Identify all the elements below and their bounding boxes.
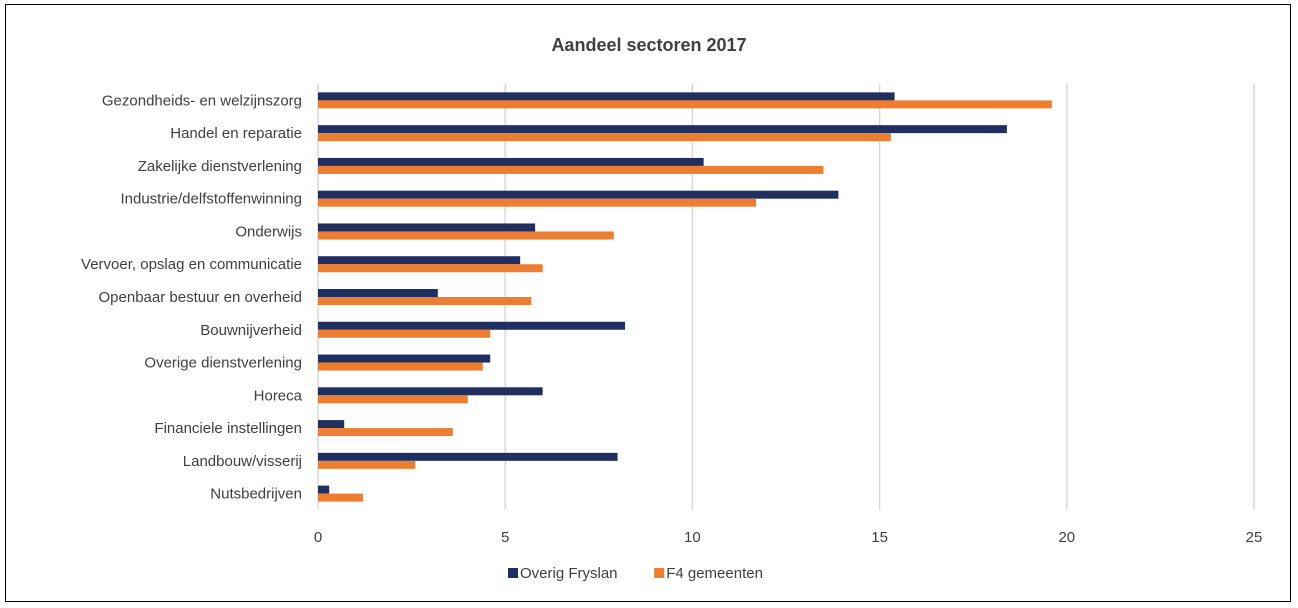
x-tick-label: 25: [1246, 529, 1263, 546]
x-tick-label: 5: [501, 529, 509, 546]
bar-overig-fryslan-3: [318, 190, 839, 199]
bar-overig-fryslan-11: [318, 452, 618, 461]
category-label: Onderwijs: [235, 223, 302, 240]
bar-f4-gemeenten-5: [318, 264, 543, 273]
bar-overig-fryslan-8: [318, 354, 491, 363]
legend-label-0: Overig Fryslan: [520, 565, 618, 582]
bar-f4-gemeenten-2: [318, 165, 824, 174]
category-label: Nutsbedrijven: [210, 486, 302, 503]
category-label: Industrie/delfstoffenwinning: [120, 191, 302, 208]
category-label: Zakelijke dienstverlening: [138, 158, 302, 175]
bar-f4-gemeenten-0: [318, 100, 1052, 109]
legend-swatch-0: [508, 568, 518, 578]
category-label: Openbaar bestuur en overheid: [99, 289, 302, 306]
bar-f4-gemeenten-10: [318, 428, 453, 437]
legend: Overig Fryslan F4 gemeenten: [508, 565, 763, 582]
bars: [318, 92, 1052, 502]
bar-overig-fryslan-5: [318, 256, 521, 265]
bar-overig-fryslan-12: [318, 485, 330, 494]
bar-overig-fryslan-10: [318, 420, 345, 429]
category-labels: Gezondheids- en welzijnszorg Handel en re…: [81, 92, 303, 502]
bar-overig-fryslan-1: [318, 125, 1007, 134]
bar-overig-fryslan-6: [318, 289, 438, 297]
legend-label-1: F4 gemeenten: [666, 565, 763, 582]
bar-f4-gemeenten-1: [318, 133, 891, 142]
category-label: Vervoer, opslag en communicatie: [81, 256, 302, 273]
bar-f4-gemeenten-3: [318, 198, 757, 207]
bar-f4-gemeenten-4: [318, 231, 614, 240]
bar-f4-gemeenten-8: [318, 362, 483, 371]
x-tick-labels: 0 5 10 15 20 25: [314, 529, 1263, 546]
category-label: Landbouw/visserij: [183, 453, 302, 470]
x-tick-label: 15: [871, 529, 888, 546]
bar-overig-fryslan-7: [318, 321, 626, 330]
bar-overig-fryslan-2: [318, 157, 704, 166]
bar-f4-gemeenten-7: [318, 329, 491, 338]
category-label: Gezondheids- en welzijnszorg: [102, 92, 302, 109]
chart-title: Aandeel sectoren 2017: [551, 35, 746, 55]
category-label: Horeca: [254, 387, 303, 404]
category-label: Bouwnijverheid: [200, 322, 302, 339]
legend-swatch-1: [654, 568, 665, 578]
bar-overig-fryslan-0: [318, 92, 895, 101]
bar-f4-gemeenten-11: [318, 460, 416, 469]
category-label: Overige dienstverlening: [144, 355, 302, 372]
category-label: Handel en reparatie: [170, 125, 302, 142]
x-tick-label: 10: [684, 529, 701, 546]
bar-overig-fryslan-4: [318, 223, 536, 232]
bar-f4-gemeenten-6: [318, 297, 532, 305]
bar-f4-gemeenten-12: [318, 493, 363, 502]
bar-f4-gemeenten-9: [318, 395, 468, 404]
category-label: Financiele instellingen: [154, 420, 302, 437]
x-tick-label: 0: [314, 529, 322, 546]
bar-overig-fryslan-9: [318, 387, 543, 396]
x-tick-label: 20: [1058, 529, 1075, 546]
